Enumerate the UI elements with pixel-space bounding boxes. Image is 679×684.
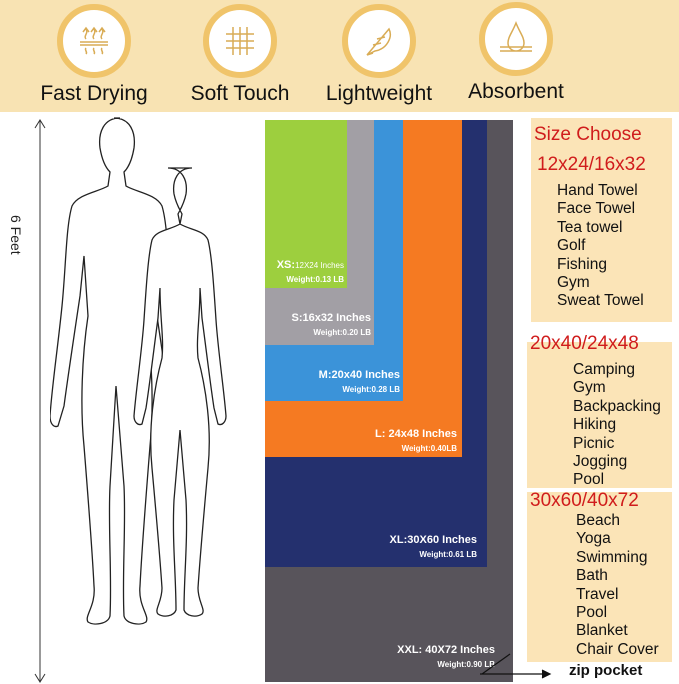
size-choose-title: Size Choose	[534, 124, 642, 145]
size-group-3-sizes: 30x60/40x72	[530, 490, 639, 511]
towel-s-label: S:16x32 Inches Weight:0.20 LB	[291, 312, 372, 337]
towel-xl-label: XL:30X60 Inches Weight:0.61 LB	[389, 534, 477, 559]
towel-xs	[265, 120, 347, 288]
feature-fast-drying: Fast Drying	[24, 4, 164, 106]
size-group-1-uses: Hand Towel Face Towel Tea towel Golf Fishing…	[557, 182, 644, 310]
fabric-weave-icon	[226, 27, 254, 55]
feather-icon	[366, 27, 391, 56]
size-group-2-sizes: 20x40/24x48	[530, 333, 639, 354]
height-arrow	[34, 119, 46, 683]
size-group-2-uses: Camping Gym Backpacking Hiking Picnic Jogging…	[573, 361, 661, 489]
female-figure	[133, 167, 227, 617]
height-label: 6 Feet	[8, 215, 24, 255]
towel-xs-label: XS:12X24 Inches Weight:0.13 LB	[276, 259, 344, 284]
towel-m-label: M:20x40 Inches Weight:0.28 LB	[318, 369, 400, 394]
feature-label: Fast Drying	[40, 82, 148, 105]
feature-lightweight: Lightweight	[309, 4, 449, 106]
size-group-1	[531, 118, 672, 322]
towel-l-label: L: 24x48 Inches Weight:0.40LB	[375, 428, 457, 453]
size-group-1-sizes: 12x24/16x32	[537, 154, 646, 175]
size-group-3-uses: Beach Yoga Swimming Bath Travel Pool Blanket Ch…	[576, 512, 659, 658]
feature-label: Lightweight	[325, 82, 433, 105]
feature-absorbent: Absorbent	[446, 2, 586, 104]
size-group-3	[527, 492, 672, 662]
zip-pocket-arrow	[480, 653, 552, 679]
size-group-2	[527, 342, 672, 488]
feature-label: Absorbent	[468, 80, 564, 103]
heat-waves-icon	[80, 26, 108, 55]
human-figures	[50, 117, 227, 625]
zip-pocket-label: zip pocket	[569, 662, 643, 679]
water-drop-icon	[500, 20, 532, 52]
feature-label: Soft Touch	[190, 82, 290, 105]
feature-soft-touch: Soft Touch	[170, 4, 310, 106]
towel-xxl-label: XXL: 40X72 Inches Weight:0.90 LB	[397, 644, 495, 669]
